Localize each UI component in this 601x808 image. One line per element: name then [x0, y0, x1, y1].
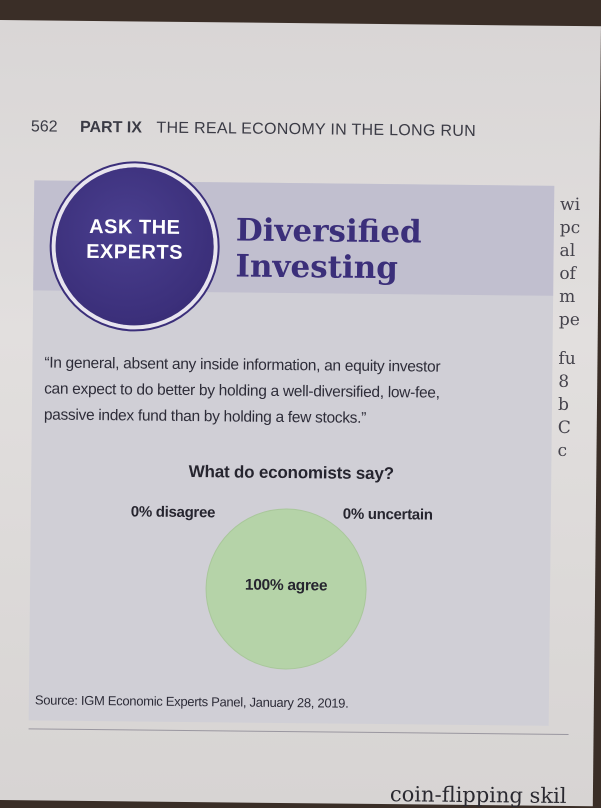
- bottom-body-text: coin-flipping skil: [389, 782, 567, 808]
- box-title: Diversified Investing: [235, 212, 422, 286]
- side-column-line: of: [559, 263, 577, 285]
- running-head-title: THE REAL ECONOMY IN THE LONG RUN: [156, 119, 477, 140]
- side-column-line: wi: [559, 194, 581, 216]
- side-column-line: C: [557, 417, 571, 438]
- side-column-line: b: [557, 394, 569, 415]
- pie-chart-svg: [205, 508, 367, 670]
- side-column-line: fu: [558, 348, 576, 370]
- side-column-line: pe: [558, 309, 580, 331]
- side-column-line: c: [557, 440, 568, 461]
- side-column-line: pc: [559, 217, 581, 239]
- side-column-line: [559, 332, 601, 348]
- part-label: PART IX: [79, 118, 143, 137]
- box-title-line-1: Diversified: [235, 212, 422, 251]
- pie-chart: 100% agree: [201, 504, 371, 674]
- side-column-line: al: [559, 240, 576, 262]
- badge-line-2: EXPERTS: [86, 240, 184, 264]
- pie-label-agree: 100% agree: [244, 576, 328, 595]
- badge-line-1: ASK THE: [89, 215, 181, 239]
- expert-quote: “In general, absent any inside informati…: [44, 350, 550, 433]
- source-note: Source: IGM Economic Experts Panel, Janu…: [34, 692, 349, 711]
- chart-question: What do economists say?: [188, 462, 394, 484]
- pie-slice-0: [205, 508, 367, 670]
- ask-the-experts-box: ASK THE EXPERTS Diversified Investing “I…: [28, 166, 555, 726]
- textbook-page: 562 PART IX THE REAL ECONOMY IN THE LONG…: [0, 20, 601, 808]
- running-head: 562 PART IX THE REAL ECONOMY IN THE LONG…: [31, 118, 591, 142]
- quote-line-3: passive index fund than by holding a few…: [43, 406, 367, 427]
- side-column-line: 8: [558, 371, 570, 392]
- box-bottom-rule: [28, 728, 569, 735]
- page-number: 562: [30, 118, 58, 136]
- side-column-line: m: [559, 286, 576, 308]
- box-title-line-2: Investing: [235, 248, 399, 287]
- ask-the-experts-badge: ASK THE EXPERTS: [54, 166, 215, 327]
